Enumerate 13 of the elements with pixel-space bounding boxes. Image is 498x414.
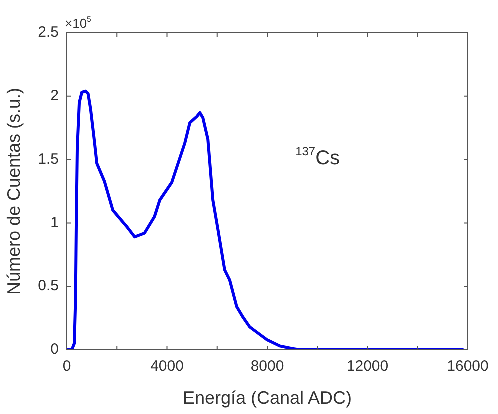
y-tick-label: 0.5	[38, 278, 59, 295]
y-axis-title: Número de Cuentas (s.u.)	[4, 88, 24, 296]
y-tick-label: 2.5	[38, 24, 59, 42]
x-axis-title: Energía (Canal ADC)	[182, 388, 352, 408]
x-tick-label: 4000	[150, 358, 184, 376]
y-tick-label: 0	[50, 341, 59, 358]
x-tick-label: 8000	[250, 358, 284, 376]
y-tick-label: 1.5	[38, 150, 59, 168]
x-tick-label: 12000	[346, 358, 389, 376]
y-tick-label: 2	[50, 88, 59, 105]
x-tick-label: 16000	[447, 358, 489, 376]
y-tick-label: 1	[50, 214, 59, 232]
x-tick-label: 0	[62, 358, 72, 376]
